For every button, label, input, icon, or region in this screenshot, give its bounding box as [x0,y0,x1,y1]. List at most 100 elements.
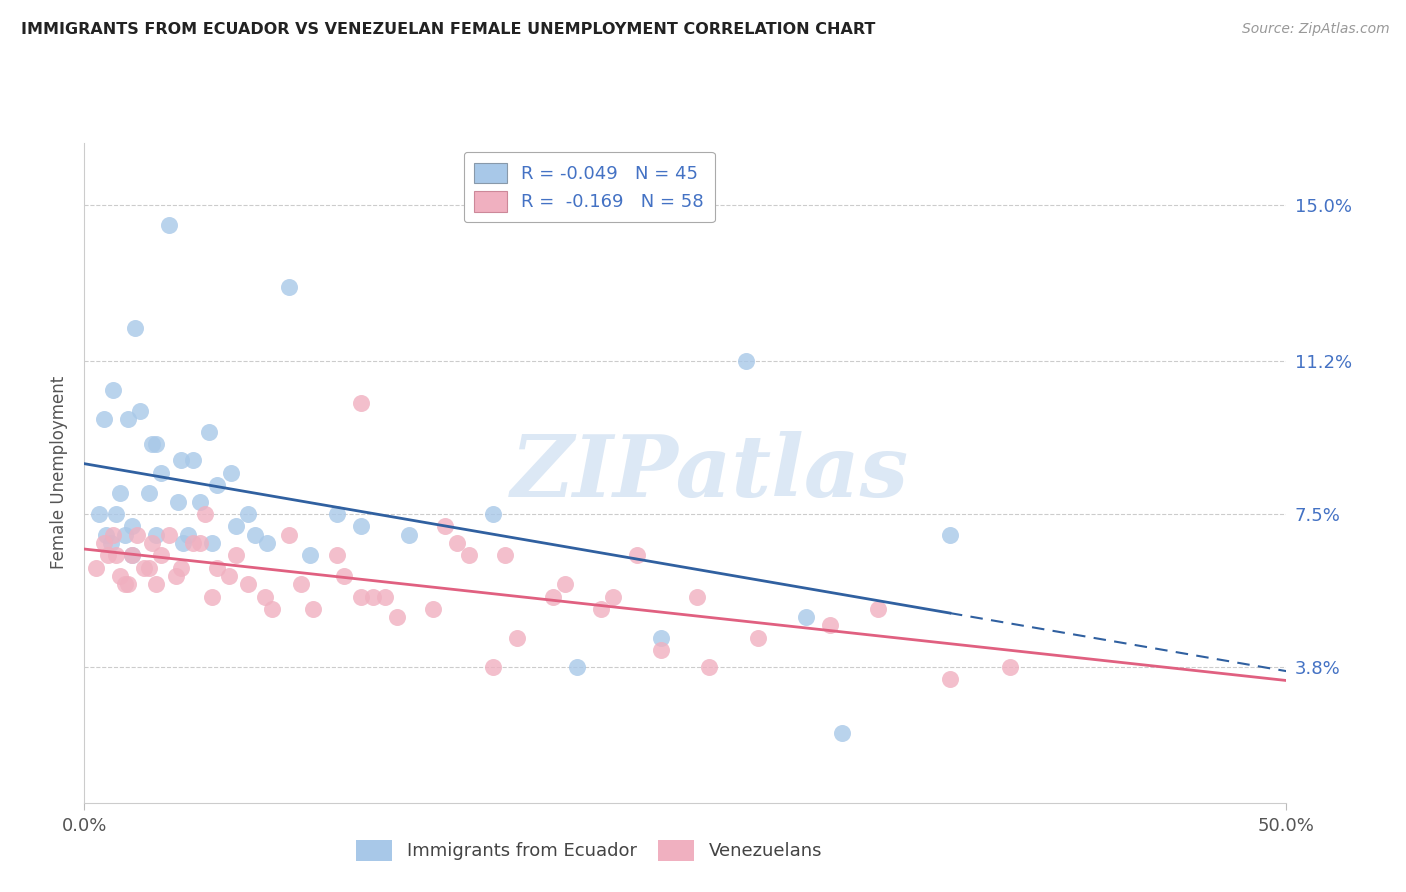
Point [225,548,247,563]
Point [236,577,259,591]
Point [169,560,191,574]
Point [181,453,204,467]
Point [602,590,624,604]
Point [110,486,132,500]
Text: ZIPatlas: ZIPatlas [510,431,908,515]
Text: Source: ZipAtlas.com: Source: ZipAtlas.com [1241,22,1389,37]
Point [446,536,468,550]
Point [301,602,323,616]
Point [626,548,648,563]
Point [494,548,516,563]
Point [167,494,190,508]
Point [385,610,408,624]
Point [939,527,962,541]
Point [93,536,115,550]
Point [188,494,211,508]
Point [434,519,457,533]
Point [482,659,505,673]
Point [361,590,384,604]
Point [374,590,396,604]
Point [94,527,117,541]
Point [93,412,115,426]
Point [172,536,194,550]
Point [86,560,108,574]
Point [121,548,143,563]
Point [141,437,163,451]
Point [554,577,576,591]
Point [350,395,373,409]
Point [117,577,139,591]
Point [124,321,146,335]
Point [567,659,589,673]
Y-axis label: Female Unemployment: Female Unemployment [51,376,69,569]
Point [100,536,122,550]
Point [134,560,156,574]
Point [194,507,217,521]
Point [104,548,127,563]
Point [205,560,228,574]
Point [121,519,143,533]
Point [333,569,356,583]
Point [650,643,672,657]
Point [138,486,160,500]
Point [103,527,125,541]
Point [326,507,349,521]
Point [205,478,228,492]
Point [422,602,444,616]
Point [998,659,1021,673]
Point [398,527,420,541]
Point [165,569,187,583]
Point [141,536,163,550]
Point [225,519,247,533]
Point [818,618,841,632]
Point [121,548,143,563]
Point [150,466,173,480]
Point [201,536,224,550]
Point [157,219,180,233]
Point [866,602,889,616]
Point [145,527,167,541]
Point [299,548,322,563]
Point [150,548,173,563]
Point [541,590,564,604]
Point [138,560,160,574]
Point [243,527,266,541]
Point [831,725,853,739]
Point [114,527,136,541]
Point [277,527,299,541]
Point [506,631,529,645]
Point [699,659,721,673]
Point [219,466,242,480]
Point [236,507,259,521]
Point [350,590,373,604]
Point [650,631,672,645]
Legend: Immigrants from Ecuador, Venezuelans: Immigrants from Ecuador, Venezuelans [347,830,831,870]
Point [198,425,221,439]
Point [290,577,312,591]
Point [326,548,349,563]
Point [201,590,224,604]
Point [734,354,756,368]
Point [104,507,127,521]
Point [145,437,167,451]
Point [117,412,139,426]
Point [87,507,110,521]
Point [145,577,167,591]
Point [277,280,299,294]
Point [256,536,278,550]
Point [157,527,180,541]
Point [188,536,211,550]
Point [218,569,240,583]
Point [747,631,769,645]
Point [794,610,817,624]
Point [110,569,132,583]
Point [181,536,204,550]
Point [260,602,283,616]
Point [97,548,120,563]
Point [591,602,613,616]
Point [253,590,276,604]
Point [686,590,709,604]
Point [127,527,149,541]
Point [169,453,191,467]
Point [114,577,136,591]
